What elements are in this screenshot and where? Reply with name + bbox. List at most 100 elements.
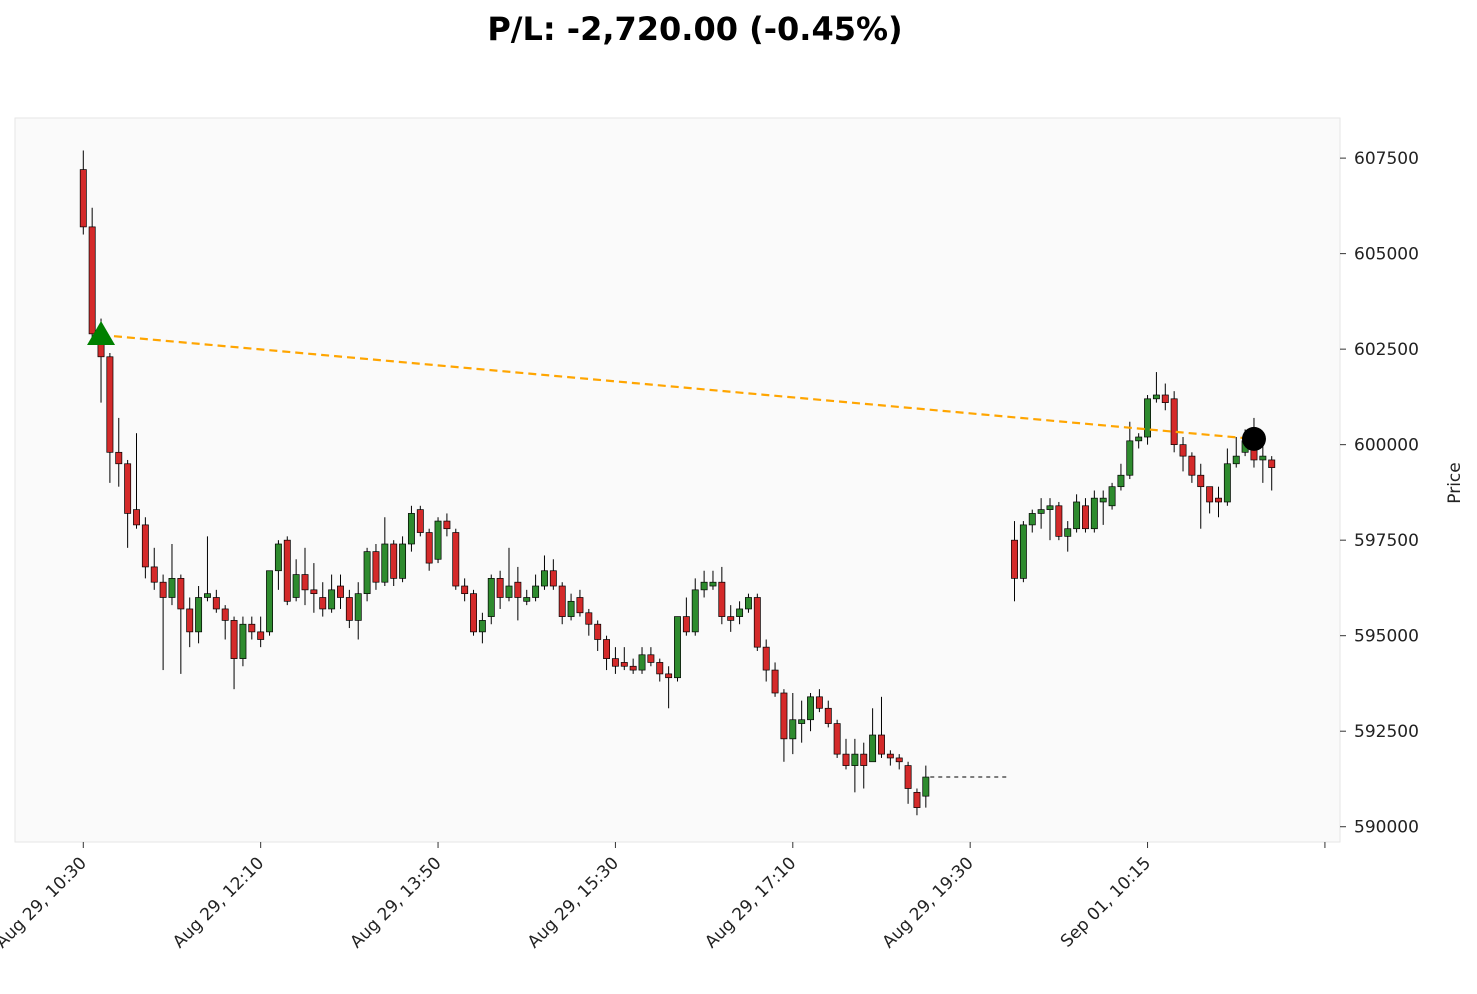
candle-body bbox=[789, 719, 797, 740]
candle-body bbox=[594, 623, 602, 640]
candle-body bbox=[878, 734, 885, 755]
candle-body bbox=[1082, 505, 1089, 530]
candle-body bbox=[319, 597, 327, 610]
candle-body bbox=[115, 451, 123, 465]
candle-body bbox=[1188, 455, 1196, 476]
candle-body bbox=[1037, 509, 1045, 514]
candle-body bbox=[1135, 436, 1143, 442]
candle-body bbox=[266, 570, 273, 633]
candle-body bbox=[691, 589, 699, 633]
candle-body bbox=[1099, 497, 1107, 503]
candle-body bbox=[895, 757, 903, 763]
candle-body bbox=[514, 581, 522, 598]
candle-body bbox=[274, 543, 282, 572]
chart-title: P/L: -2,720.00 (-0.45%) bbox=[487, 10, 902, 48]
candle-body bbox=[372, 551, 380, 583]
y-tick-label: 590000 bbox=[1354, 818, 1419, 838]
candle-body bbox=[416, 509, 424, 533]
candle-body bbox=[1232, 455, 1240, 465]
candle-body bbox=[682, 616, 690, 633]
candle-body bbox=[771, 669, 779, 694]
y-tick-label: 602500 bbox=[1354, 340, 1419, 360]
y-tick-label: 595000 bbox=[1354, 627, 1419, 647]
candle-body bbox=[567, 600, 575, 617]
candle-body bbox=[603, 639, 611, 659]
candle-body bbox=[727, 616, 735, 621]
candle-body bbox=[292, 574, 300, 598]
candle-body bbox=[1152, 394, 1160, 400]
candle-body bbox=[159, 581, 167, 598]
candle-body bbox=[257, 631, 265, 640]
candle-body bbox=[88, 226, 96, 335]
candle-body bbox=[541, 570, 548, 587]
x-tick-label: Aug 29, 12:10 bbox=[169, 853, 268, 952]
candle-body bbox=[230, 620, 238, 659]
candle-body bbox=[301, 574, 309, 591]
candle-body bbox=[221, 608, 229, 621]
x-tick-label: Aug 29, 10:30 bbox=[0, 853, 91, 952]
candle-body bbox=[1144, 398, 1152, 438]
plot-area bbox=[14, 117, 1341, 843]
candle-body bbox=[452, 532, 460, 587]
candle-body bbox=[1126, 440, 1134, 476]
candle-body bbox=[620, 662, 628, 667]
candle-body bbox=[851, 753, 859, 766]
candle-body bbox=[913, 791, 921, 808]
candle-body bbox=[762, 646, 770, 671]
candle-body bbox=[283, 539, 291, 602]
candle-body bbox=[1215, 497, 1222, 503]
candle-body bbox=[425, 532, 433, 564]
y-tick-label: 605000 bbox=[1354, 245, 1419, 265]
candle-body bbox=[886, 753, 894, 759]
candle-body bbox=[585, 612, 593, 625]
candle-body bbox=[1064, 528, 1072, 537]
candle-body bbox=[141, 524, 149, 568]
candle-body bbox=[629, 665, 637, 671]
candle-body bbox=[842, 753, 850, 766]
candle-body bbox=[150, 566, 158, 583]
candle-body bbox=[106, 356, 114, 453]
candle-body bbox=[1179, 444, 1187, 457]
candle-body bbox=[753, 597, 761, 648]
candle-body bbox=[647, 654, 655, 663]
candle-body bbox=[523, 597, 531, 602]
candle-body bbox=[700, 581, 708, 591]
candle-body bbox=[1108, 486, 1116, 507]
candle-body bbox=[780, 692, 788, 740]
candle-body bbox=[798, 719, 806, 724]
x-tick-label: Aug 29, 17:10 bbox=[701, 853, 800, 952]
x-tick-label: Sep 01, 10:15 bbox=[1057, 853, 1155, 951]
candle-body bbox=[390, 543, 398, 579]
exit-marker bbox=[1241, 426, 1266, 451]
candle-body bbox=[461, 585, 469, 595]
candle-body bbox=[744, 597, 752, 610]
candle-body bbox=[363, 551, 371, 595]
candle-body bbox=[736, 608, 744, 617]
candle-body bbox=[709, 581, 717, 587]
candle-body bbox=[239, 623, 247, 659]
entry-marker bbox=[87, 321, 116, 346]
candle-body bbox=[1019, 524, 1027, 579]
x-tick-label: Aug 29, 15:30 bbox=[524, 853, 623, 952]
candle-body bbox=[496, 578, 504, 598]
candle-body bbox=[665, 673, 673, 679]
candle-body bbox=[79, 169, 87, 228]
candle-body bbox=[1206, 486, 1214, 503]
candle-body bbox=[824, 707, 832, 724]
candle-body bbox=[1055, 505, 1063, 537]
candle-body bbox=[434, 520, 442, 560]
candle-body bbox=[869, 734, 877, 763]
candle-body bbox=[860, 753, 868, 766]
candle-body bbox=[558, 585, 566, 617]
candle-body bbox=[922, 776, 930, 797]
candle-body bbox=[1090, 497, 1098, 530]
candle-body bbox=[470, 593, 477, 633]
candle-body bbox=[1197, 474, 1205, 488]
candle-body bbox=[248, 623, 256, 633]
candle-body bbox=[807, 696, 814, 721]
candle-body bbox=[505, 585, 513, 598]
candle-body bbox=[354, 593, 362, 621]
candle-body bbox=[532, 585, 540, 598]
candle-body bbox=[1028, 513, 1036, 526]
